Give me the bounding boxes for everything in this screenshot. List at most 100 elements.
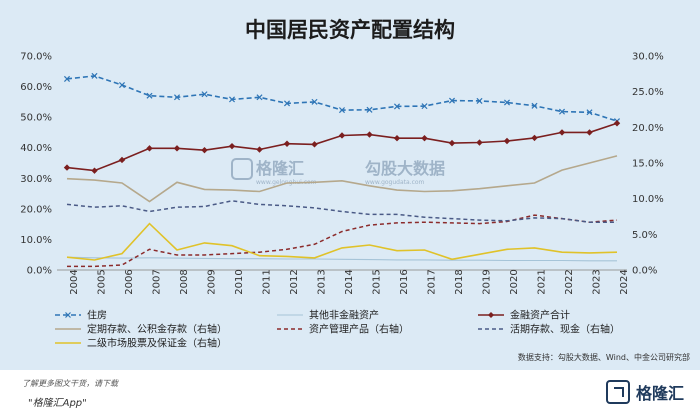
- x-tick-label: 2014: [344, 269, 355, 294]
- x-tick-label: 2013: [317, 269, 328, 294]
- chart-panel: 中国居民资产配置结构 格隆汇 www.gelonghui.com 勾股大数据 w…: [20, 18, 690, 362]
- footer: 了解更多图文干货，请下载 "格隆汇App" 格隆汇: [0, 370, 700, 416]
- data-point: [118, 156, 126, 164]
- y-left-tick-label: 10.0%: [20, 235, 52, 246]
- y-left-tick-label: 50.0%: [20, 113, 52, 124]
- legend-label: 二级市场股票及保证金（右轴）: [87, 337, 227, 350]
- legend-label: 活期存款、现金（右轴）: [510, 323, 620, 336]
- data-point: [393, 103, 401, 110]
- data-point: [338, 107, 346, 114]
- data-point: [283, 140, 291, 147]
- watermark-data: 勾股大数据: [365, 159, 445, 178]
- data-point: [476, 97, 483, 104]
- x-tick-label: 2004: [69, 269, 80, 294]
- data-point: [531, 134, 538, 142]
- data-point: [311, 98, 318, 105]
- legend-marker: [65, 312, 71, 318]
- axes-layer: 0.0% 10.0% 20.0% 30.0% 40.0% 50.0% 60.0% 70.0% 0…: [20, 52, 664, 295]
- data-point: [503, 99, 511, 106]
- data-point: [91, 167, 98, 174]
- series-layer: [63, 72, 621, 268]
- x-tick-label: 2015: [372, 269, 383, 294]
- data-point: [63, 164, 71, 171]
- series-line: [66, 200, 617, 223]
- data-point: [421, 135, 428, 142]
- data-point: [228, 96, 236, 103]
- x-tick-label: 2012: [289, 269, 300, 294]
- gelonghui-watermark-icon: [231, 158, 253, 180]
- data-point: [256, 146, 263, 153]
- data-point: [393, 135, 401, 142]
- legend-marker: [488, 312, 494, 318]
- legend-label: 金融资产合计: [510, 309, 570, 322]
- data-point: [91, 72, 98, 79]
- y-right-tick-label: 0.0%: [632, 266, 657, 277]
- data-point: [201, 91, 208, 98]
- series-line: [66, 256, 617, 262]
- legend-label: 定期存款、公积金存款（右轴）: [87, 323, 227, 336]
- data-point: [338, 132, 346, 139]
- data-point: [586, 109, 593, 116]
- x-tick-label: 2019: [482, 269, 493, 294]
- x-tick-label: 2016: [399, 269, 410, 294]
- x-tick-label: 2024: [619, 269, 630, 294]
- asset-allocation-chart: 中国居民资产配置结构 格隆汇 www.gelonghui.com 勾股大数据 w…: [20, 18, 690, 362]
- data-point: [531, 102, 538, 109]
- legend-label: 其他非金融资产: [309, 309, 379, 322]
- data-point: [201, 146, 208, 154]
- download-note: 了解更多图文干货，请下载: [22, 379, 118, 388]
- series-line: [67, 214, 618, 268]
- data-point: [228, 142, 236, 150]
- y-right-tick-label: 5.0%: [632, 230, 657, 241]
- data-point: [448, 97, 456, 104]
- y-left-tick-label: 40.0%: [20, 143, 52, 154]
- x-tick-label: 2008: [179, 269, 190, 294]
- app-name-note: "格隆汇App": [28, 398, 87, 409]
- watermark-brand: 格隆汇: [256, 159, 304, 178]
- data-point: [173, 145, 181, 152]
- data-point: [558, 108, 566, 115]
- data-point: [283, 100, 291, 107]
- x-tick-label: 2020: [509, 269, 520, 294]
- brand-name: 格隆汇: [635, 384, 684, 403]
- gelonghui-logo-icon: [605, 380, 630, 404]
- x-tick-label: 2011: [262, 269, 273, 294]
- data-point: [586, 129, 593, 136]
- data-point: [256, 94, 263, 101]
- data-point: [311, 141, 318, 148]
- source-note: 数据支持：勾股大数据、Wind、中金公司研究部: [518, 352, 690, 362]
- x-tick-label: 2007: [152, 269, 163, 294]
- chart-title: 中国居民资产配置结构: [245, 18, 455, 42]
- watermark-layer: 格隆汇 www.gelonghui.com 勾股大数据 www.gogudata…: [231, 158, 445, 186]
- series-line: [66, 75, 618, 122]
- x-tick-label: 2022: [564, 269, 575, 294]
- legend-label: 住房: [87, 309, 107, 322]
- y-left-tick-label: 60.0%: [20, 82, 52, 93]
- data-point: [366, 106, 373, 113]
- y-right-tick-label: 30.0%: [632, 52, 664, 63]
- x-tick-label: 2010: [234, 269, 245, 294]
- data-point: [476, 139, 483, 146]
- data-point: [146, 145, 153, 152]
- y-left-tick-label: 30.0%: [20, 174, 52, 185]
- data-point: [421, 103, 428, 110]
- data-point: [613, 120, 621, 127]
- data-point: [558, 129, 566, 136]
- data-point: [118, 82, 126, 89]
- y-right-tick-label: 25.0%: [632, 87, 664, 98]
- x-tick-label: 2023: [592, 269, 603, 294]
- data-point: [173, 94, 181, 101]
- y-left-tick-label: 0.0%: [27, 266, 52, 277]
- x-tick-label: 2018: [454, 269, 465, 294]
- data-point: [63, 75, 71, 82]
- y-left-tick-label: 20.0%: [20, 204, 52, 215]
- y-right-tick-label: 10.0%: [632, 194, 664, 205]
- x-tick-label: 2005: [97, 269, 108, 294]
- legend-label: 资产管理产品（右轴）: [309, 323, 409, 336]
- data-point: [448, 139, 456, 147]
- series-line: [66, 222, 618, 261]
- x-tick-label: 2021: [537, 269, 548, 294]
- x-tick-label: 2006: [124, 269, 135, 294]
- data-point: [366, 131, 373, 138]
